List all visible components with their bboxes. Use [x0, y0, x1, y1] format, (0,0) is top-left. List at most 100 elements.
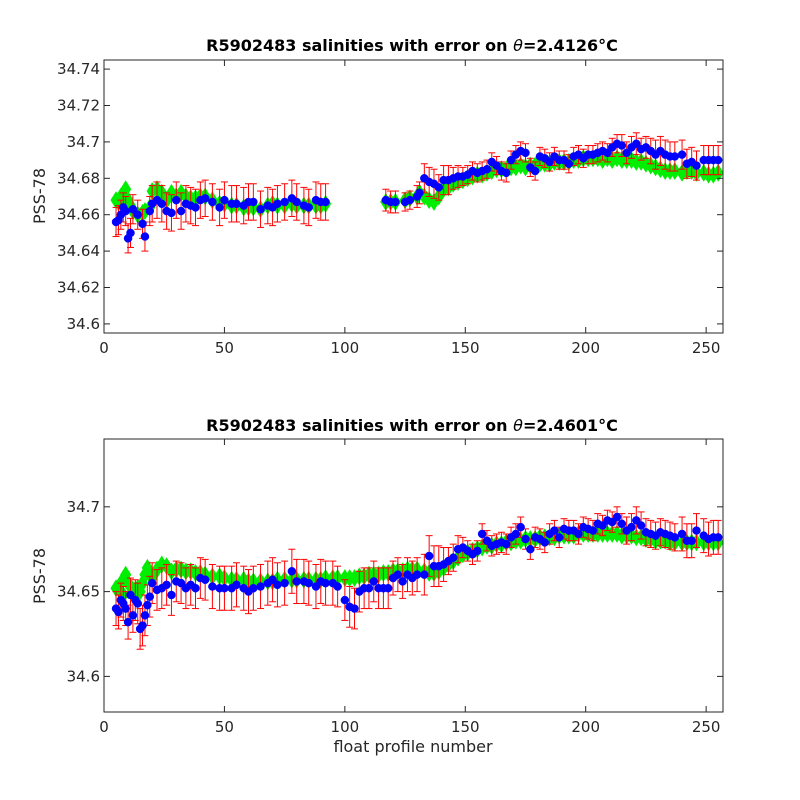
y-axis-label: PSS-78 [30, 168, 49, 224]
y-tick-label: 34.65 [57, 583, 100, 601]
float-salinity-point [140, 611, 150, 620]
x-tick-label: 250 [692, 718, 721, 736]
float-salinity-point [627, 522, 636, 532]
float-salinity-point [256, 582, 265, 591]
y-tick-label: 34.7 [67, 498, 100, 516]
float-salinity-point [220, 195, 229, 205]
float-salinity-point [540, 538, 550, 547]
float-salinity-point [114, 607, 123, 617]
x-tick-label: 0 [99, 339, 109, 357]
y-tick-label: 34.7 [67, 133, 100, 151]
y-tick-label: 34.74 [57, 60, 100, 78]
x-tick-label: 200 [571, 339, 600, 357]
float-salinity-point [516, 522, 525, 532]
float-salinity-point [123, 617, 133, 627]
float-salinity-point [617, 141, 627, 150]
float-salinity-point [692, 161, 701, 170]
float-salinity-point [321, 578, 330, 588]
float-salinity-point [280, 197, 289, 207]
float-salinity-point [340, 595, 350, 605]
x-tick-label: 0 [99, 718, 109, 736]
y-tick-label: 34.68 [57, 169, 100, 187]
float-salinity-point [526, 544, 535, 554]
float-salinity-point [167, 208, 176, 218]
float-salinity-point [554, 533, 564, 542]
float-salinity-point [176, 206, 186, 216]
float-salinity-point [292, 197, 301, 207]
float-salinity-point [482, 164, 492, 174]
float-salinity-point [501, 539, 511, 549]
float-salinity-point [391, 197, 400, 207]
float-salinity-point [670, 152, 680, 161]
float-salinity-point [162, 580, 171, 590]
float-salinity-point [636, 521, 646, 530]
float-salinity-point [424, 551, 434, 561]
float-salinity-point [133, 210, 142, 219]
y-tick-label: 34.66 [57, 206, 100, 224]
float-salinity-point [128, 611, 138, 620]
float-salinity-point [232, 199, 241, 209]
float-salinity-point [145, 206, 155, 216]
x-tick-label: 100 [331, 339, 360, 357]
float-salinity-point [670, 533, 680, 542]
axes-box [103, 59, 724, 334]
float-salinity-point [492, 161, 501, 170]
float-salinity-point [220, 583, 229, 593]
float-salinity-point [138, 219, 147, 229]
float-salinity-point [350, 604, 359, 613]
float-salinity-point [692, 526, 701, 535]
float-salinity-point [530, 166, 540, 176]
float-salinity-point [292, 577, 301, 586]
chart-panel-bottom: R5902483 salinities with error on θ=2.46… [30, 416, 724, 756]
float-salinity-point [687, 536, 696, 545]
float-salinity-point [157, 199, 167, 209]
chart-title: R5902483 salinities with error on θ=2.46… [206, 416, 618, 435]
float-salinity-point [232, 580, 241, 590]
y-tick-label: 34.62 [57, 279, 100, 297]
float-salinity-point [412, 570, 422, 579]
float-salinity-point [632, 139, 641, 148]
float-salinity-point [143, 600, 152, 610]
float-salinity-point [521, 534, 530, 544]
float-salinity-point [249, 197, 258, 207]
float-salinity-point [506, 155, 516, 165]
x-tick-label: 50 [215, 339, 234, 357]
float-salinity-point [172, 195, 181, 205]
y-tick-label: 34.6 [67, 667, 100, 685]
float-salinity-point [473, 546, 482, 556]
y-tick-label: 34.72 [57, 97, 100, 115]
float-salinity-point [420, 570, 429, 579]
float-salinity-point [511, 529, 521, 539]
float-salinity-point [501, 168, 511, 178]
float-salinity-point [405, 195, 415, 205]
float-salinity-point [603, 148, 612, 158]
float-salinity-point [138, 621, 147, 630]
float-salinity-point [167, 590, 176, 600]
float-salinity-point [398, 577, 407, 586]
x-tick-label: 50 [215, 718, 234, 736]
float-salinity-point [393, 570, 403, 579]
float-salinity-point [521, 148, 530, 158]
y-tick-label: 34.6 [67, 315, 100, 333]
float-salinity-point [121, 206, 130, 216]
float-salinity-point [287, 567, 297, 576]
axes: 0 50 100 150 200 250 34.6 34.65 34.7 [57, 438, 724, 736]
float-salinity-point [147, 578, 157, 588]
float-salinity-point [121, 604, 130, 613]
float-salinity-point [280, 578, 289, 588]
axes-box [103, 438, 724, 713]
float-salinity-point [574, 529, 583, 539]
plot-area [110, 132, 723, 254]
float-salinity-point [215, 203, 224, 212]
float-salinity-point [383, 583, 393, 593]
float-salinity-point [333, 582, 342, 591]
float-salinity-point [550, 526, 559, 535]
float-salinity-point [677, 529, 687, 539]
float-salinity-point [249, 583, 258, 593]
y-axis-label: PSS-78 [30, 548, 49, 604]
float-salinity-point [434, 183, 444, 192]
float-salinity-point [677, 150, 687, 159]
float-salinity-point [564, 159, 574, 168]
mapped-salinity-marker [120, 565, 132, 584]
